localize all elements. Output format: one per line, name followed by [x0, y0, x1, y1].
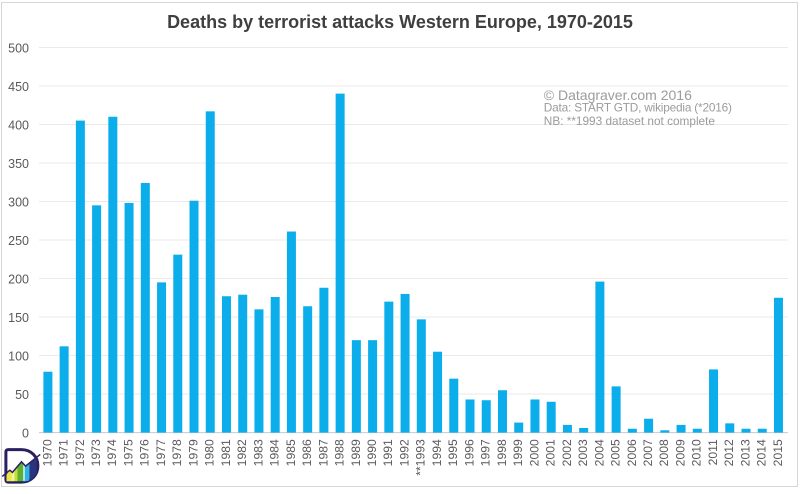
- svg-text:1974: 1974: [105, 439, 119, 466]
- svg-text:1984: 1984: [268, 439, 282, 466]
- svg-text:2006: 2006: [625, 439, 639, 466]
- svg-text:450: 450: [8, 80, 29, 94]
- svg-text:1980: 1980: [203, 439, 217, 466]
- svg-text:Deaths by terrorist attacks We: Deaths by terrorist attacks Western Euro…: [167, 12, 633, 32]
- svg-text:1976: 1976: [138, 439, 152, 466]
- svg-text:1973: 1973: [89, 439, 103, 466]
- svg-text:2013: 2013: [738, 439, 752, 466]
- svg-text:2011: 2011: [706, 439, 720, 465]
- svg-text:0: 0: [22, 427, 29, 441]
- svg-text:1985: 1985: [284, 439, 298, 466]
- svg-text:1997: 1997: [479, 439, 493, 466]
- svg-text:1995: 1995: [446, 439, 460, 466]
- svg-text:2004: 2004: [592, 439, 606, 466]
- svg-text:NB: **1993 dataset not complet: NB: **1993 dataset not complete: [544, 114, 716, 128]
- svg-text:200: 200: [8, 273, 29, 287]
- svg-text:2009: 2009: [673, 439, 687, 466]
- svg-text:1983: 1983: [251, 439, 265, 466]
- svg-text:1986: 1986: [300, 439, 314, 466]
- svg-text:1992: 1992: [397, 439, 411, 466]
- svg-text:250: 250: [8, 234, 29, 248]
- svg-text:**1993: **1993: [414, 439, 428, 476]
- svg-text:2008: 2008: [657, 439, 671, 466]
- svg-text:1981: 1981: [219, 439, 233, 466]
- svg-text:1978: 1978: [170, 439, 184, 466]
- svg-text:1982: 1982: [235, 439, 249, 466]
- svg-text:2002: 2002: [560, 439, 574, 466]
- svg-text:1990: 1990: [365, 439, 379, 466]
- svg-text:1994: 1994: [430, 439, 444, 466]
- svg-text:2003: 2003: [576, 439, 590, 466]
- svg-text:1999: 1999: [511, 439, 525, 466]
- svg-text:2014: 2014: [755, 439, 769, 466]
- svg-text:350: 350: [8, 157, 29, 171]
- svg-text:Data: START GTD, wikipedia (*2: Data: START GTD, wikipedia (*2016): [544, 101, 732, 115]
- svg-text:1989: 1989: [349, 439, 363, 466]
- svg-text:300: 300: [8, 196, 29, 210]
- svg-text:2005: 2005: [609, 439, 623, 466]
- svg-text:1996: 1996: [462, 439, 476, 466]
- svg-text:2010: 2010: [690, 439, 704, 466]
- svg-text:1975: 1975: [121, 439, 135, 466]
- svg-text:2012: 2012: [722, 439, 736, 466]
- svg-text:1988: 1988: [333, 439, 347, 466]
- svg-text:1972: 1972: [73, 439, 87, 466]
- svg-text:© Datagraver.com 2016: © Datagraver.com 2016: [544, 87, 692, 103]
- svg-text:2000: 2000: [527, 439, 541, 466]
- svg-text:2001: 2001: [544, 439, 558, 466]
- svg-text:100: 100: [8, 350, 29, 364]
- svg-text:1977: 1977: [154, 439, 168, 466]
- svg-text:1998: 1998: [495, 439, 509, 466]
- svg-text:1991: 1991: [381, 439, 395, 466]
- svg-text:500: 500: [8, 41, 29, 55]
- svg-text:1987: 1987: [316, 439, 330, 466]
- svg-text:150: 150: [8, 311, 29, 325]
- svg-text:2007: 2007: [641, 439, 655, 466]
- svg-text:50: 50: [15, 388, 29, 402]
- svg-text:2015: 2015: [771, 439, 785, 466]
- svg-text:1971: 1971: [57, 439, 71, 466]
- svg-text:1979: 1979: [186, 439, 200, 466]
- svg-text:400: 400: [8, 118, 29, 132]
- svg-text:1970: 1970: [40, 439, 54, 466]
